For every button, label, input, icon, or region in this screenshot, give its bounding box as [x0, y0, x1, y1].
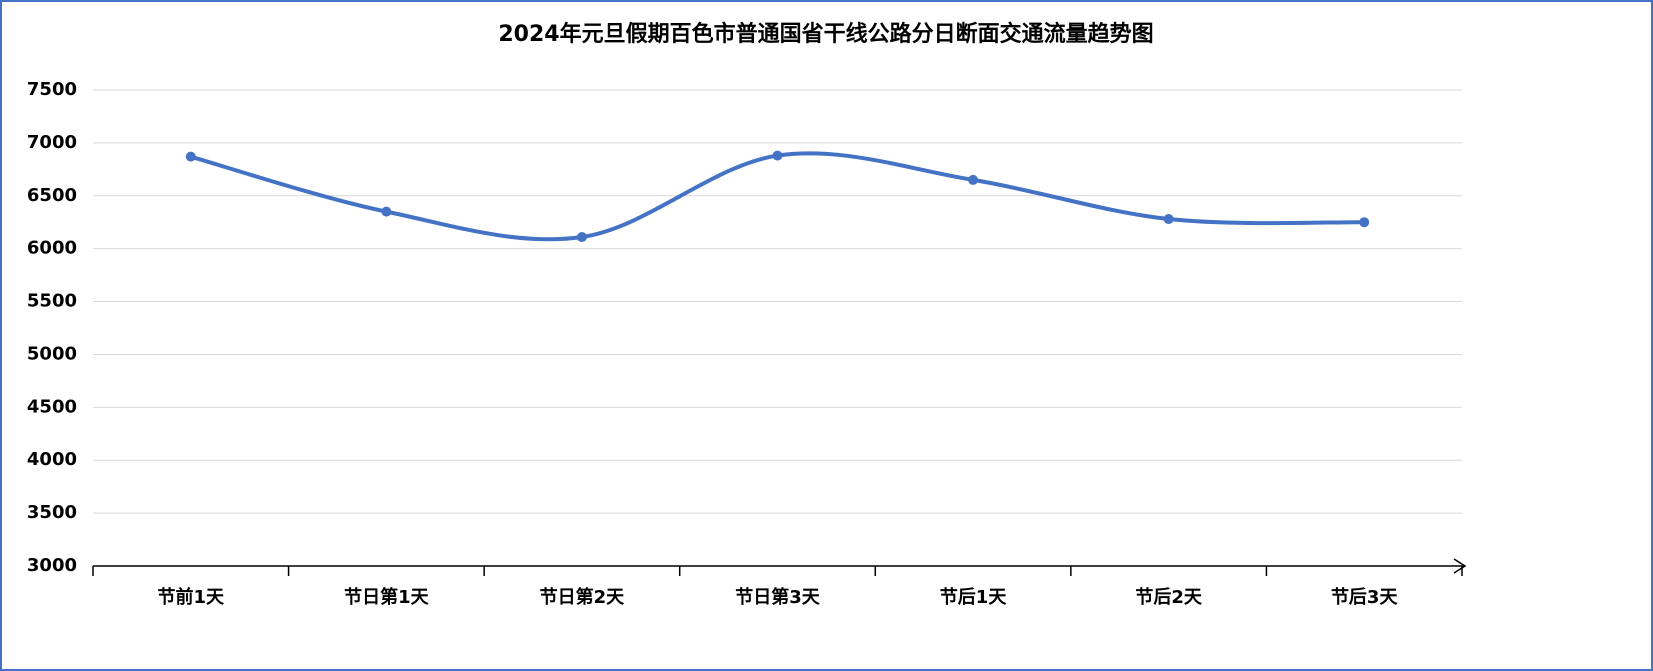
chart-title: 2024年元旦假期百色市普通国省干线公路分日断面交通流量趋势图 [498, 21, 1153, 47]
y-tick-label: 3500 [27, 502, 77, 523]
y-tick-label: 7500 [27, 79, 77, 100]
x-tick-label: 节后3天 [1331, 587, 1399, 608]
x-tick-label: 节前1天 [158, 586, 226, 608]
x-tick-label: 节后1天 [940, 587, 1008, 608]
data-point [185, 151, 196, 162]
y-tick-label: 6000 [27, 238, 77, 259]
data-point [1359, 217, 1370, 228]
y-tick-label: 3000 [27, 555, 77, 576]
data-point [968, 174, 979, 185]
x-tick-label: 节日第1天 [344, 586, 430, 608]
data-point [576, 232, 587, 243]
y-tick-label: 5500 [27, 291, 77, 312]
data-point [1163, 214, 1174, 225]
data-point [772, 150, 783, 161]
y-tick-label: 7000 [27, 132, 77, 153]
x-tick-label: 节日第3天 [735, 586, 821, 608]
y-tick-label: 4500 [27, 396, 77, 417]
data-point [381, 206, 392, 217]
y-tick-label: 4000 [27, 449, 77, 470]
x-tick-label: 节后2天 [1135, 587, 1203, 608]
y-tick-label: 5000 [27, 343, 77, 364]
y-tick-label: 6500 [27, 185, 77, 206]
x-tick-label: 节日第2天 [540, 586, 626, 608]
x-axis-arrow [1453, 558, 1467, 574]
